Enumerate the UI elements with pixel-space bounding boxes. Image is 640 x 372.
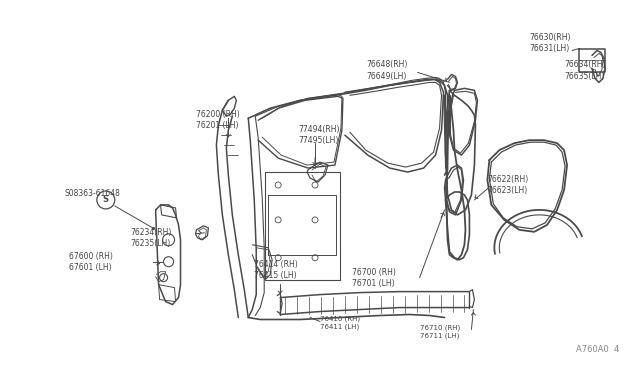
Text: 76710 (RH)
76711 (LH): 76710 (RH) 76711 (LH) bbox=[420, 324, 460, 339]
Text: S08363-61648: S08363-61648 bbox=[65, 189, 121, 199]
Text: A760A0  4: A760A0 4 bbox=[575, 345, 619, 355]
Text: 76630(RH)
76631(LH): 76630(RH) 76631(LH) bbox=[529, 33, 571, 53]
Text: 76200 (RH)
76201 (LH): 76200 (RH) 76201 (LH) bbox=[196, 110, 240, 130]
Text: 76648(RH)
76649(LH): 76648(RH) 76649(LH) bbox=[366, 61, 407, 81]
Text: 76634(RH)
76635(LH): 76634(RH) 76635(LH) bbox=[564, 61, 605, 81]
Text: 76700 (RH)
76701 (LH): 76700 (RH) 76701 (LH) bbox=[352, 268, 396, 288]
Text: 76622(RH)
76623(LH): 76622(RH) 76623(LH) bbox=[488, 175, 529, 195]
Text: 76410 (RH)
76411 (LH): 76410 (RH) 76411 (LH) bbox=[320, 315, 360, 330]
Text: 76414 (RH)
76415 (LH): 76414 (RH) 76415 (LH) bbox=[254, 260, 298, 280]
Text: 77494(RH)
77495(LH): 77494(RH) 77495(LH) bbox=[298, 125, 340, 145]
Text: 67600 (RH)
67601 (LH): 67600 (RH) 67601 (LH) bbox=[69, 252, 113, 272]
Text: S: S bbox=[103, 195, 109, 205]
Text: 76234(RH)
76235(LH): 76234(RH) 76235(LH) bbox=[131, 228, 172, 248]
